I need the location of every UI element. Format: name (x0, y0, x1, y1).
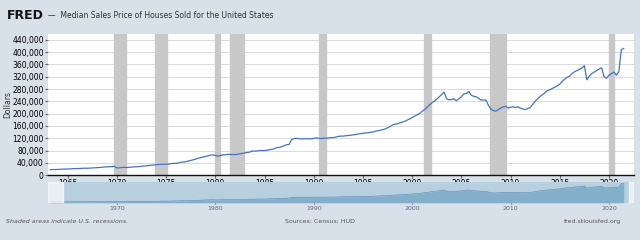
Bar (230, 34, 244, 175)
Bar (48, 182, 63, 203)
Text: —  Median Sales Price of Houses Sold for the United States: — Median Sales Price of Houses Sold for … (48, 11, 273, 20)
Text: Shaded areas indicate U.S. recessions.: Shaded areas indicate U.S. recessions. (6, 219, 129, 224)
Text: FRED: FRED (6, 9, 44, 22)
Text: fred.stlouisfed.org: fred.stlouisfed.org (564, 219, 621, 224)
Bar (319, 34, 326, 175)
Bar (156, 34, 167, 175)
Text: Sources: Census; HUD: Sources: Census; HUD (285, 219, 355, 224)
Bar (215, 34, 220, 175)
Bar (115, 34, 126, 175)
Bar (490, 34, 506, 175)
Bar (424, 34, 431, 175)
Y-axis label: Dollars: Dollars (4, 91, 13, 118)
Bar (609, 34, 614, 175)
Bar (628, 182, 634, 203)
